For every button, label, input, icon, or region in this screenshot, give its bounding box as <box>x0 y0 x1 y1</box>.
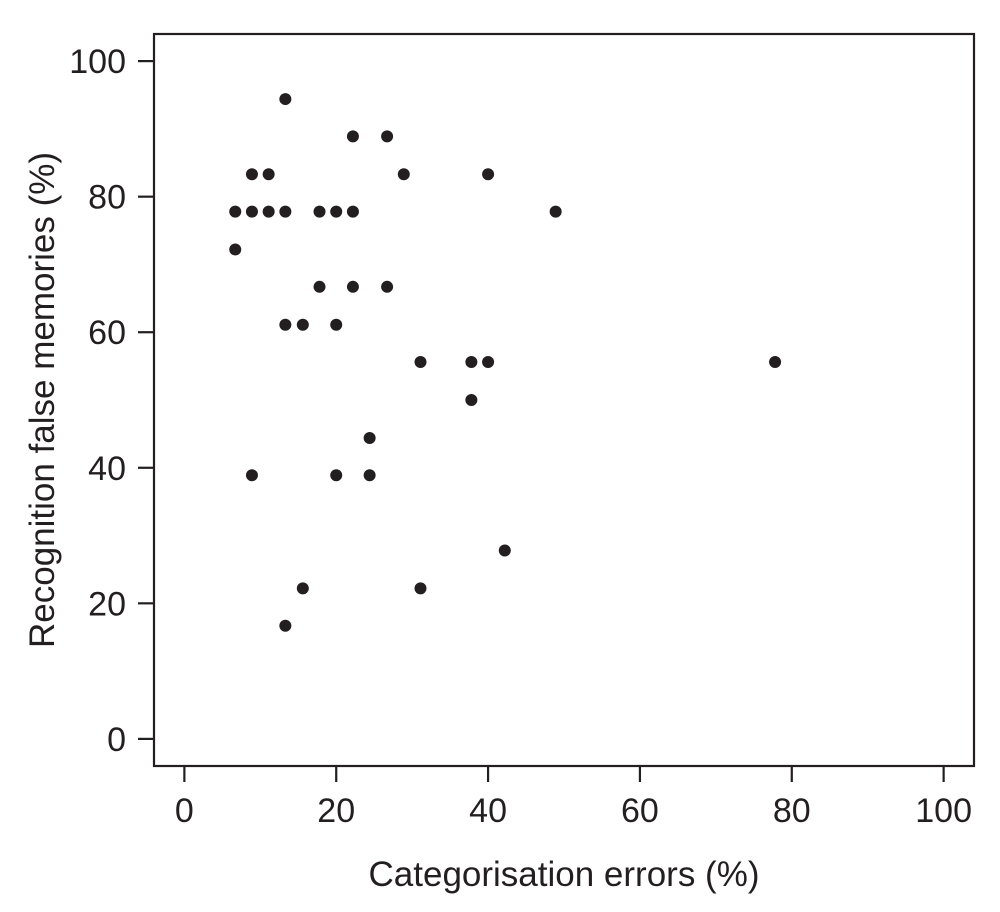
data-point <box>482 168 495 181</box>
data-point <box>346 130 359 143</box>
data-point <box>414 356 427 369</box>
x-axis: 0 20 40 60 80 100 <box>175 766 972 830</box>
data-point <box>313 280 326 293</box>
data-point <box>769 356 782 369</box>
data-point <box>262 168 275 181</box>
data-point <box>381 280 394 293</box>
data-point <box>330 469 343 482</box>
data-point <box>279 318 292 331</box>
data-point <box>279 619 292 632</box>
data-point <box>346 280 359 293</box>
data-point <box>330 318 343 331</box>
x-tick-label: 20 <box>317 792 355 830</box>
data-point <box>245 168 258 181</box>
data-point <box>482 356 495 369</box>
data-point <box>346 205 359 218</box>
data-point <box>279 93 292 106</box>
x-tick-label: 100 <box>915 792 972 830</box>
y-tick-label: 0 <box>107 721 126 759</box>
y-tick-label: 60 <box>88 314 126 352</box>
data-point <box>498 544 511 557</box>
data-point <box>313 205 326 218</box>
data-point <box>245 205 258 218</box>
data-point <box>262 205 275 218</box>
x-tick-label: 80 <box>773 792 811 830</box>
data-point <box>465 394 478 406</box>
x-tick-label: 60 <box>621 792 659 830</box>
data-point <box>397 168 410 181</box>
data-point <box>363 431 376 444</box>
data-point <box>296 318 309 331</box>
x-tick-label: 40 <box>469 792 507 830</box>
data-point <box>279 205 292 218</box>
y-axis-title: Recognition false memories (%) <box>23 152 62 648</box>
data-point <box>363 469 376 482</box>
plot-frame <box>152 32 976 768</box>
y-tick-label: 20 <box>88 585 126 623</box>
x-tick-label: 0 <box>175 792 194 830</box>
data-point <box>330 205 343 218</box>
data-point <box>296 582 309 595</box>
data-point <box>414 582 427 595</box>
y-axis: 0 20 40 60 80 100 <box>69 43 154 759</box>
data-points <box>229 93 782 632</box>
data-point <box>229 205 242 218</box>
x-axis-title: Categorisation errors (%) <box>369 855 760 894</box>
y-tick-label: 40 <box>88 450 126 488</box>
data-point <box>381 130 394 143</box>
data-point <box>549 205 562 218</box>
data-point <box>245 469 258 482</box>
data-point <box>465 356 478 369</box>
y-tick-label: 100 <box>69 43 126 81</box>
y-tick-label: 80 <box>88 179 126 217</box>
data-point <box>229 243 242 256</box>
